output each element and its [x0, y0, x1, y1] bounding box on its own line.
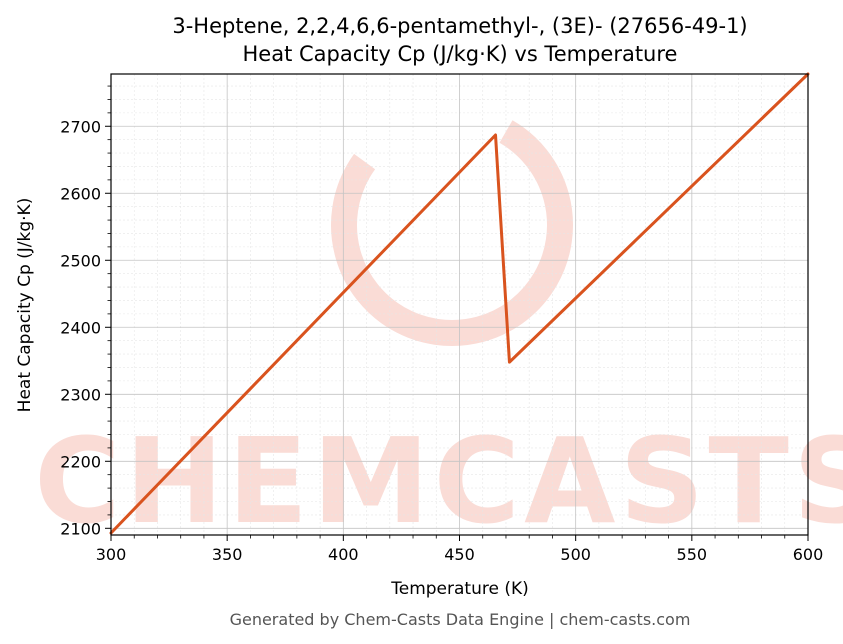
series-line [109, 72, 810, 535]
x-tick-label: 600 [793, 545, 824, 564]
x-axis-label: Temperature (K) [390, 579, 529, 599]
y-tick-label: 2700 [60, 117, 101, 136]
watermark-swirl [331, 104, 573, 346]
x-tick-label: 450 [444, 545, 475, 564]
y-tick-label: 2300 [60, 385, 101, 404]
watermark-text: CHEMCASTS [34, 412, 843, 550]
axis-ticks: 300 350 400 450 500 550 600 2100 2200 2300 2400 250… [60, 85, 824, 564]
y-tick-label: 2600 [60, 184, 101, 203]
series-layer [109, 72, 810, 535]
chart-subtitle: Heat Capacity Cp (J/kg·K) vs Temperature [243, 42, 678, 66]
chemcasts-watermark: CHEMCASTS [34, 104, 843, 550]
x-tick-label: 500 [560, 545, 591, 564]
chart-title: 3-Heptene, 2,2,4,6,6-pentamethyl-, (3E)-… [172, 14, 747, 38]
x-tick-label: 300 [96, 545, 127, 564]
x-tick-label: 550 [677, 545, 708, 564]
footer-credit: Generated by Chem-Casts Data Engine | ch… [230, 610, 691, 629]
major-grid [110, 74, 809, 535]
y-tick-label: 2400 [60, 318, 101, 337]
x-tick-label: 400 [328, 545, 359, 564]
y-axis-label: Heat Capacity Cp (J/kg·K) [15, 198, 35, 413]
x-tick-label: 350 [212, 545, 243, 564]
y-tick-label: 2200 [60, 452, 101, 471]
y-tick-label: 2500 [60, 251, 101, 270]
y-tick-label: 2100 [60, 519, 101, 538]
